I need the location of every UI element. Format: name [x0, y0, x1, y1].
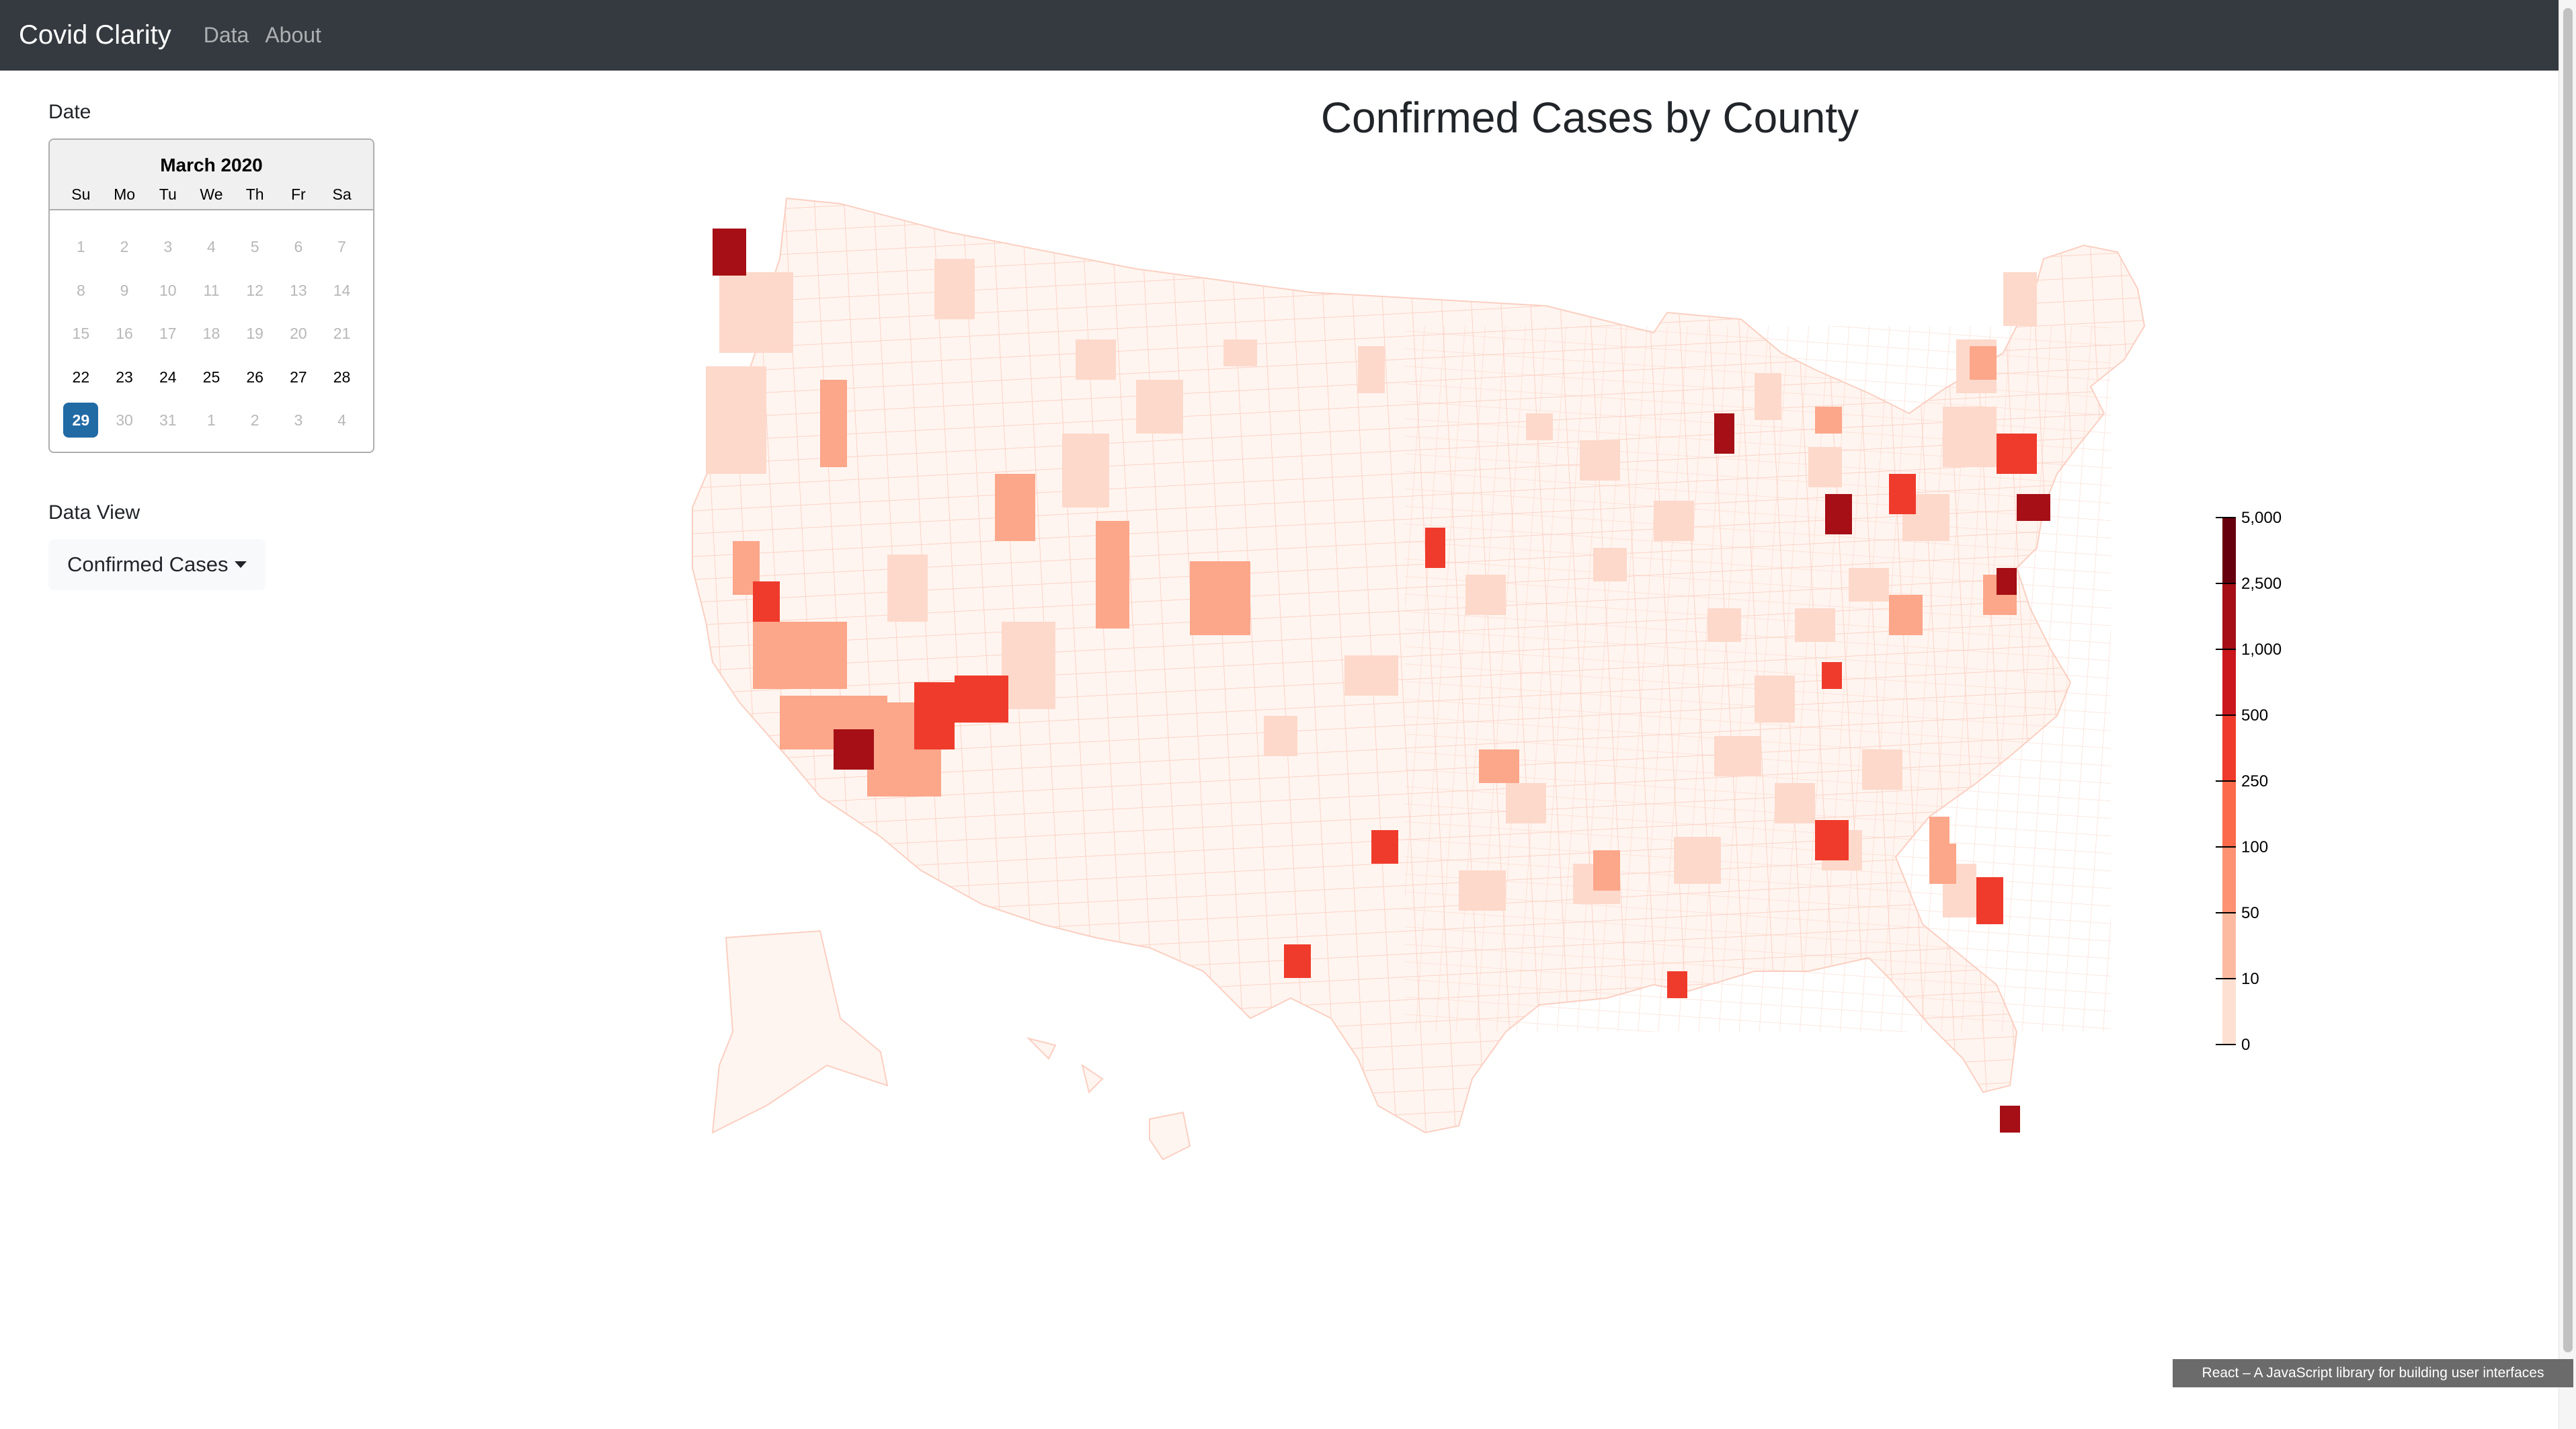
brand-link[interactable]: Covid Clarity	[19, 20, 171, 50]
calendar-day: 1	[76, 238, 85, 256]
calendar-day[interactable]: 26	[246, 368, 264, 386]
legend-color-band	[2222, 715, 2236, 781]
calendar-day: 15	[72, 325, 90, 343]
calendar-week: 22 23 24 25 26 27 28	[59, 356, 364, 399]
calendar-day: 2	[120, 238, 129, 256]
legend-tick-label: 1,000	[2241, 641, 2282, 659]
legend-color-band	[2222, 518, 2236, 583]
data-view-dropdown[interactable]: Confirmed Cases	[48, 538, 266, 590]
calendar-days: 1 2 3 4 5 6 7 8 9 10 11 12 13 14 15 16 17 18 19 20 21 22 23 24 2…	[50, 210, 373, 452]
legend-tick-label: 100	[2241, 838, 2268, 856]
vertical-scrollbar[interactable]	[2559, 0, 2576, 1429]
calendar-week: 8 9 10 11 12 13 14	[59, 269, 364, 313]
calendar-day[interactable]: 23	[116, 368, 133, 386]
calendar-day[interactable]: 24	[159, 368, 177, 386]
calendar-day: 1	[207, 411, 216, 430]
calendar-day: 18	[202, 325, 220, 343]
county-choropleth-map[interactable]	[666, 192, 2259, 1173]
legend-tick-label: 10	[2241, 970, 2259, 988]
calendar-day: 12	[246, 281, 264, 299]
calendar-week: 29 30 31 1 2 3 4	[59, 399, 364, 442]
calendar-day: 21	[333, 325, 351, 343]
calendar-day: 19	[246, 325, 264, 343]
date-label: Date	[48, 101, 91, 123]
calendar-day: 4	[337, 411, 346, 430]
calendar-day: 20	[290, 325, 307, 343]
calendar-day: 14	[333, 281, 351, 299]
legend-color-band	[2222, 847, 2236, 913]
calendar-day: 17	[159, 325, 177, 343]
top-navbar: Covid Clarity Data About	[0, 0, 2559, 71]
nav-link-about[interactable]: About	[265, 23, 321, 47]
legend-color-band	[2222, 781, 2236, 847]
nav-link-data[interactable]: Data	[203, 23, 249, 47]
calendar-day: 13	[290, 281, 307, 299]
calendar-week: 1 2 3 4 5 6 7	[59, 225, 364, 269]
legend-color-band	[2222, 913, 2236, 979]
weekday-row: Su Mo Tu We Th Fr Sa	[50, 186, 373, 204]
legend-color-band	[2222, 583, 2236, 649]
weekday-label: Tu	[159, 186, 177, 203]
legend-color-band	[2222, 649, 2236, 715]
calendar-day: 30	[116, 411, 133, 430]
weekday-label: Sa	[332, 186, 352, 203]
light-shaded-counties	[706, 259, 2037, 917]
scrollbar-thumb[interactable]	[2563, 8, 2573, 1352]
calendar-day: 10	[159, 281, 177, 299]
calendar-day: 3	[163, 238, 173, 256]
data-view-selected: Confirmed Cases	[67, 552, 229, 576]
calendar-month-title: March 2020	[160, 155, 263, 175]
calendar-day: 3	[294, 411, 303, 430]
legend-color-band	[2222, 979, 2236, 1045]
calendar-day: 16	[116, 325, 133, 343]
calendar-day: 6	[294, 238, 303, 256]
calendar-day[interactable]: 28	[333, 368, 351, 386]
calendar-day: 5	[250, 238, 259, 256]
caret-down-icon	[235, 561, 247, 568]
medium-shaded-counties	[733, 346, 2017, 891]
calendar-day[interactable]: 29	[63, 403, 99, 438]
calendar-day[interactable]: 22	[72, 368, 90, 386]
calendar-week: 15 16 17 18 19 20 21	[59, 312, 364, 356]
weekday-label: Mo	[114, 186, 136, 203]
legend-tick-label: 500	[2241, 706, 2268, 725]
link-tooltip: React – A JavaScript library for buildin…	[2173, 1359, 2573, 1387]
calendar-day: 9	[120, 281, 129, 299]
weekday-label: Th	[245, 186, 264, 203]
calendar-day: 7	[337, 238, 346, 256]
page-title: Confirmed Cases by County	[1320, 93, 1859, 142]
alaska-hawaii	[711, 930, 1191, 1161]
legend-tick-label: 0	[2241, 1036, 2250, 1054]
date-picker-calendar: March 2020 Su Mo Tu We Th Fr Sa 1 2 3 4 5 6 7 8 9 10 11 1…	[48, 138, 374, 453]
weekday-label: Su	[71, 186, 91, 203]
calendar-header: March 2020 Su Mo Tu We Th Fr Sa	[50, 140, 373, 210]
calendar-day: 31	[159, 411, 177, 430]
legend-tick-label: 250	[2241, 772, 2268, 790]
legend-tick-label: 50	[2241, 904, 2259, 922]
calendar-day: 8	[76, 281, 85, 299]
calendar-day[interactable]: 25	[202, 368, 220, 386]
calendar-day[interactable]: 27	[290, 368, 307, 386]
weekday-label: Fr	[291, 186, 306, 203]
calendar-day: 11	[203, 281, 220, 299]
severe-counties	[713, 229, 2050, 1133]
data-view-label: Data View	[48, 501, 140, 524]
weekday-label: We	[200, 186, 223, 203]
legend-tick-label: 5,000	[2241, 511, 2282, 527]
hotspot-counties	[753, 434, 2037, 998]
calendar-day: 2	[250, 411, 259, 430]
calendar-day: 4	[207, 238, 216, 256]
legend-tick-label: 2,500	[2241, 575, 2282, 593]
